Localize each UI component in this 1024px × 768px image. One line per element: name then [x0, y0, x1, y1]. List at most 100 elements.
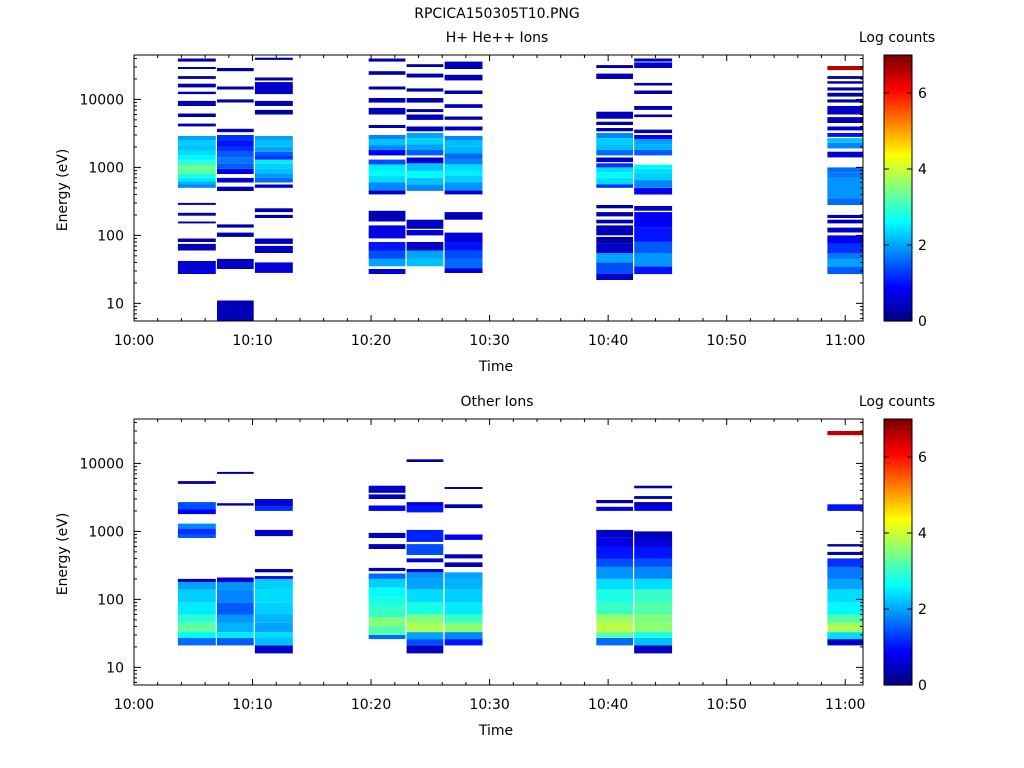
heatmap-cell — [444, 104, 483, 108]
heatmap-cell — [177, 145, 216, 151]
heatmap-cell — [634, 485, 673, 489]
colorbar-step — [884, 205, 912, 208]
y-tick-label: 10000 — [79, 92, 124, 108]
colorbar-step — [884, 422, 912, 426]
heatmap-cell — [827, 142, 863, 149]
colorbar-step — [884, 430, 912, 433]
heatmap-cell — [827, 551, 863, 555]
colorbar-step — [884, 79, 912, 83]
heatmap-cell — [406, 73, 444, 78]
colorbar-step — [884, 110, 912, 113]
colorbar-step — [884, 260, 912, 263]
heatmap-cell — [406, 622, 444, 633]
x-axis-label: Time — [478, 723, 513, 739]
heatmap-cell — [254, 589, 293, 603]
heatmap-cell — [217, 577, 254, 583]
heatmap-cell — [177, 578, 216, 582]
colorbar-step — [884, 239, 912, 242]
colorbar-step — [884, 159, 912, 162]
colorbar-step — [884, 174, 912, 178]
colorbar-step — [884, 527, 912, 530]
colorbar-step — [884, 165, 912, 168]
colorbar-step — [884, 148, 912, 151]
x-tick-label: 10:50 — [707, 697, 747, 713]
colorbar-step — [884, 203, 912, 206]
heatmap-cell — [634, 114, 673, 118]
colorbar-step — [884, 313, 912, 316]
colorbar-step — [884, 305, 912, 309]
colorbar-step — [884, 485, 912, 488]
colorbar-tick-label: 0 — [918, 314, 927, 330]
heatmap-cell — [444, 487, 483, 489]
heatmap-cell — [254, 177, 293, 183]
x-tick-label: 10:50 — [707, 333, 747, 349]
heatmap-cell — [368, 494, 406, 499]
heatmap-cell — [444, 74, 483, 81]
x-tick-label: 10:40 — [588, 333, 628, 349]
colorbar-tick-label: 6 — [918, 86, 927, 102]
heatmap-cell — [406, 558, 444, 563]
colorbar-step — [884, 216, 912, 219]
heatmap-cell — [217, 99, 254, 103]
colorbar: 0 2 4 6 — [883, 54, 927, 330]
heatmap-cell — [634, 90, 673, 94]
heatmap-cell — [254, 163, 293, 169]
heatmap-cell — [596, 546, 633, 559]
heatmap-cell — [596, 262, 633, 274]
heatmap-cell — [596, 212, 633, 217]
x-tick-label: 10:10 — [232, 697, 272, 713]
heatmap-cell — [596, 274, 633, 280]
heatmap-cell — [217, 503, 254, 506]
heatmap-cell — [254, 245, 293, 253]
heatmap-cell — [368, 225, 406, 239]
heatmap-cell — [634, 253, 673, 267]
x-axis: 10:00 10:10 10:20 10:30 10:40 10:50 11:00 — [114, 55, 865, 349]
colorbar-step — [884, 552, 912, 555]
heatmap-cell — [254, 208, 293, 213]
x-axis-label: Time — [478, 359, 513, 375]
heatmap-cell — [406, 144, 444, 150]
heatmap-cell — [596, 622, 633, 633]
colorbar-step — [884, 641, 912, 644]
colorbar-step — [884, 441, 912, 445]
colorbar-step — [884, 474, 912, 477]
colorbar-step — [884, 633, 912, 637]
colorbar-step — [884, 510, 912, 513]
colorbar-step — [884, 675, 912, 678]
heatmap-cell — [827, 184, 863, 191]
colorbar-step — [884, 250, 912, 254]
heatmap-cell — [217, 146, 254, 152]
heatmap-cell — [634, 589, 673, 603]
colorbar-step — [884, 476, 912, 479]
heatmap-cell — [634, 566, 673, 579]
colorbar-step — [884, 578, 912, 582]
colorbar-step — [884, 70, 912, 73]
heatmap-cell — [177, 243, 216, 251]
heatmap-cell — [827, 81, 863, 84]
colorbar-step — [884, 132, 912, 136]
heatmap-cell — [634, 187, 673, 195]
colorbar-step — [884, 273, 912, 276]
colorbar-step — [884, 671, 912, 675]
colorbar-step — [884, 85, 912, 88]
y-axis-label: Energy (eV) — [55, 513, 71, 596]
colorbar-step — [884, 574, 912, 578]
colorbar-step — [884, 191, 912, 195]
colorbar-step — [884, 55, 912, 58]
colorbar-step — [884, 438, 912, 441]
heatmap-cell — [406, 578, 444, 590]
heatmap-cell — [254, 614, 293, 623]
colorbar-frame — [883, 418, 913, 686]
heatmap-cell — [827, 258, 863, 267]
heatmap-cell — [217, 258, 254, 269]
colorbar-step — [884, 277, 912, 280]
colorbar-step — [884, 170, 912, 174]
heatmap-cell — [368, 164, 406, 171]
colorbar-step — [884, 477, 912, 481]
colorbar-step — [884, 245, 912, 248]
colorbar-step — [884, 208, 912, 212]
colorbar-step — [884, 542, 912, 545]
colorbar-step — [884, 180, 912, 183]
heatmap-cell — [444, 578, 483, 590]
